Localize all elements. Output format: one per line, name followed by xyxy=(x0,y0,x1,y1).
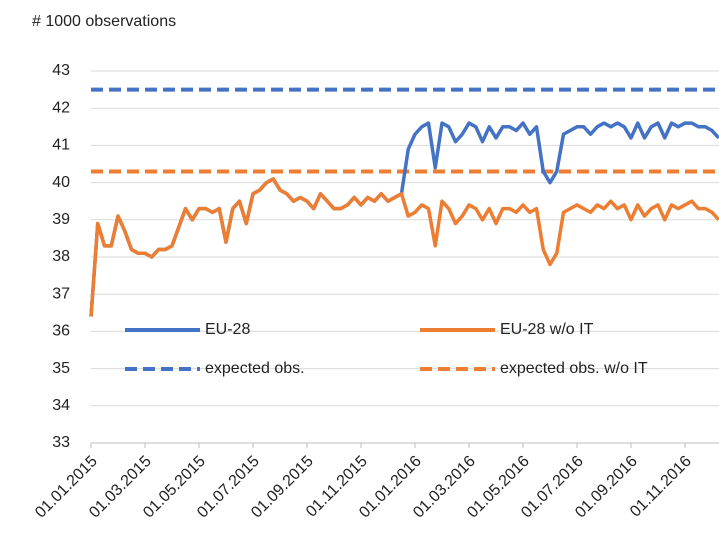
y-tick-label: 41 xyxy=(52,137,70,154)
legend-label: expected obs. w/o IT xyxy=(500,360,648,377)
y-tick-label: 40 xyxy=(52,174,70,191)
y-tick-label: 36 xyxy=(52,323,70,340)
y-tick-label: 42 xyxy=(52,99,70,116)
series-line xyxy=(89,177,719,317)
y-tick-label: 35 xyxy=(52,360,70,377)
y-tick-label: 43 xyxy=(52,62,70,79)
chart-title: # 1000 observations xyxy=(32,13,176,30)
y-tick-label: 38 xyxy=(52,248,70,265)
y-tick-label: 39 xyxy=(52,211,70,228)
y-tick-label: 34 xyxy=(52,397,70,414)
y-tick-label: 33 xyxy=(52,434,70,451)
y-tick-label: 37 xyxy=(52,285,70,302)
legend-label: EU-28 w/o IT xyxy=(500,321,594,338)
legend-label: EU-28 xyxy=(205,321,250,338)
legend-label: expected obs. xyxy=(205,360,305,377)
